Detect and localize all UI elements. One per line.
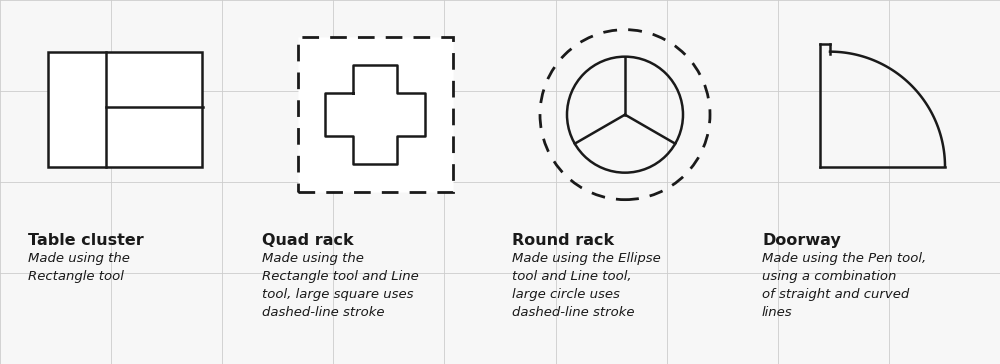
- Text: Quad rack: Quad rack: [262, 233, 354, 248]
- Bar: [48, 52, 202, 167]
- Text: Table cluster: Table cluster: [28, 233, 144, 248]
- Bar: [298, 37, 452, 192]
- Text: Made using the Pen tool,
using a combination
of straight and curved
lines: Made using the Pen tool, using a combina…: [762, 252, 926, 319]
- Text: Made using the Ellipse
tool and Line tool,
large circle uses
dashed-line stroke: Made using the Ellipse tool and Line too…: [512, 252, 661, 319]
- Text: Made using the
Rectangle tool and Line
tool, large square uses
dashed-line strok: Made using the Rectangle tool and Line t…: [262, 252, 419, 319]
- Text: Made using the
Rectangle tool: Made using the Rectangle tool: [28, 252, 130, 283]
- Text: Round rack: Round rack: [512, 233, 614, 248]
- Text: Doorway: Doorway: [762, 233, 841, 248]
